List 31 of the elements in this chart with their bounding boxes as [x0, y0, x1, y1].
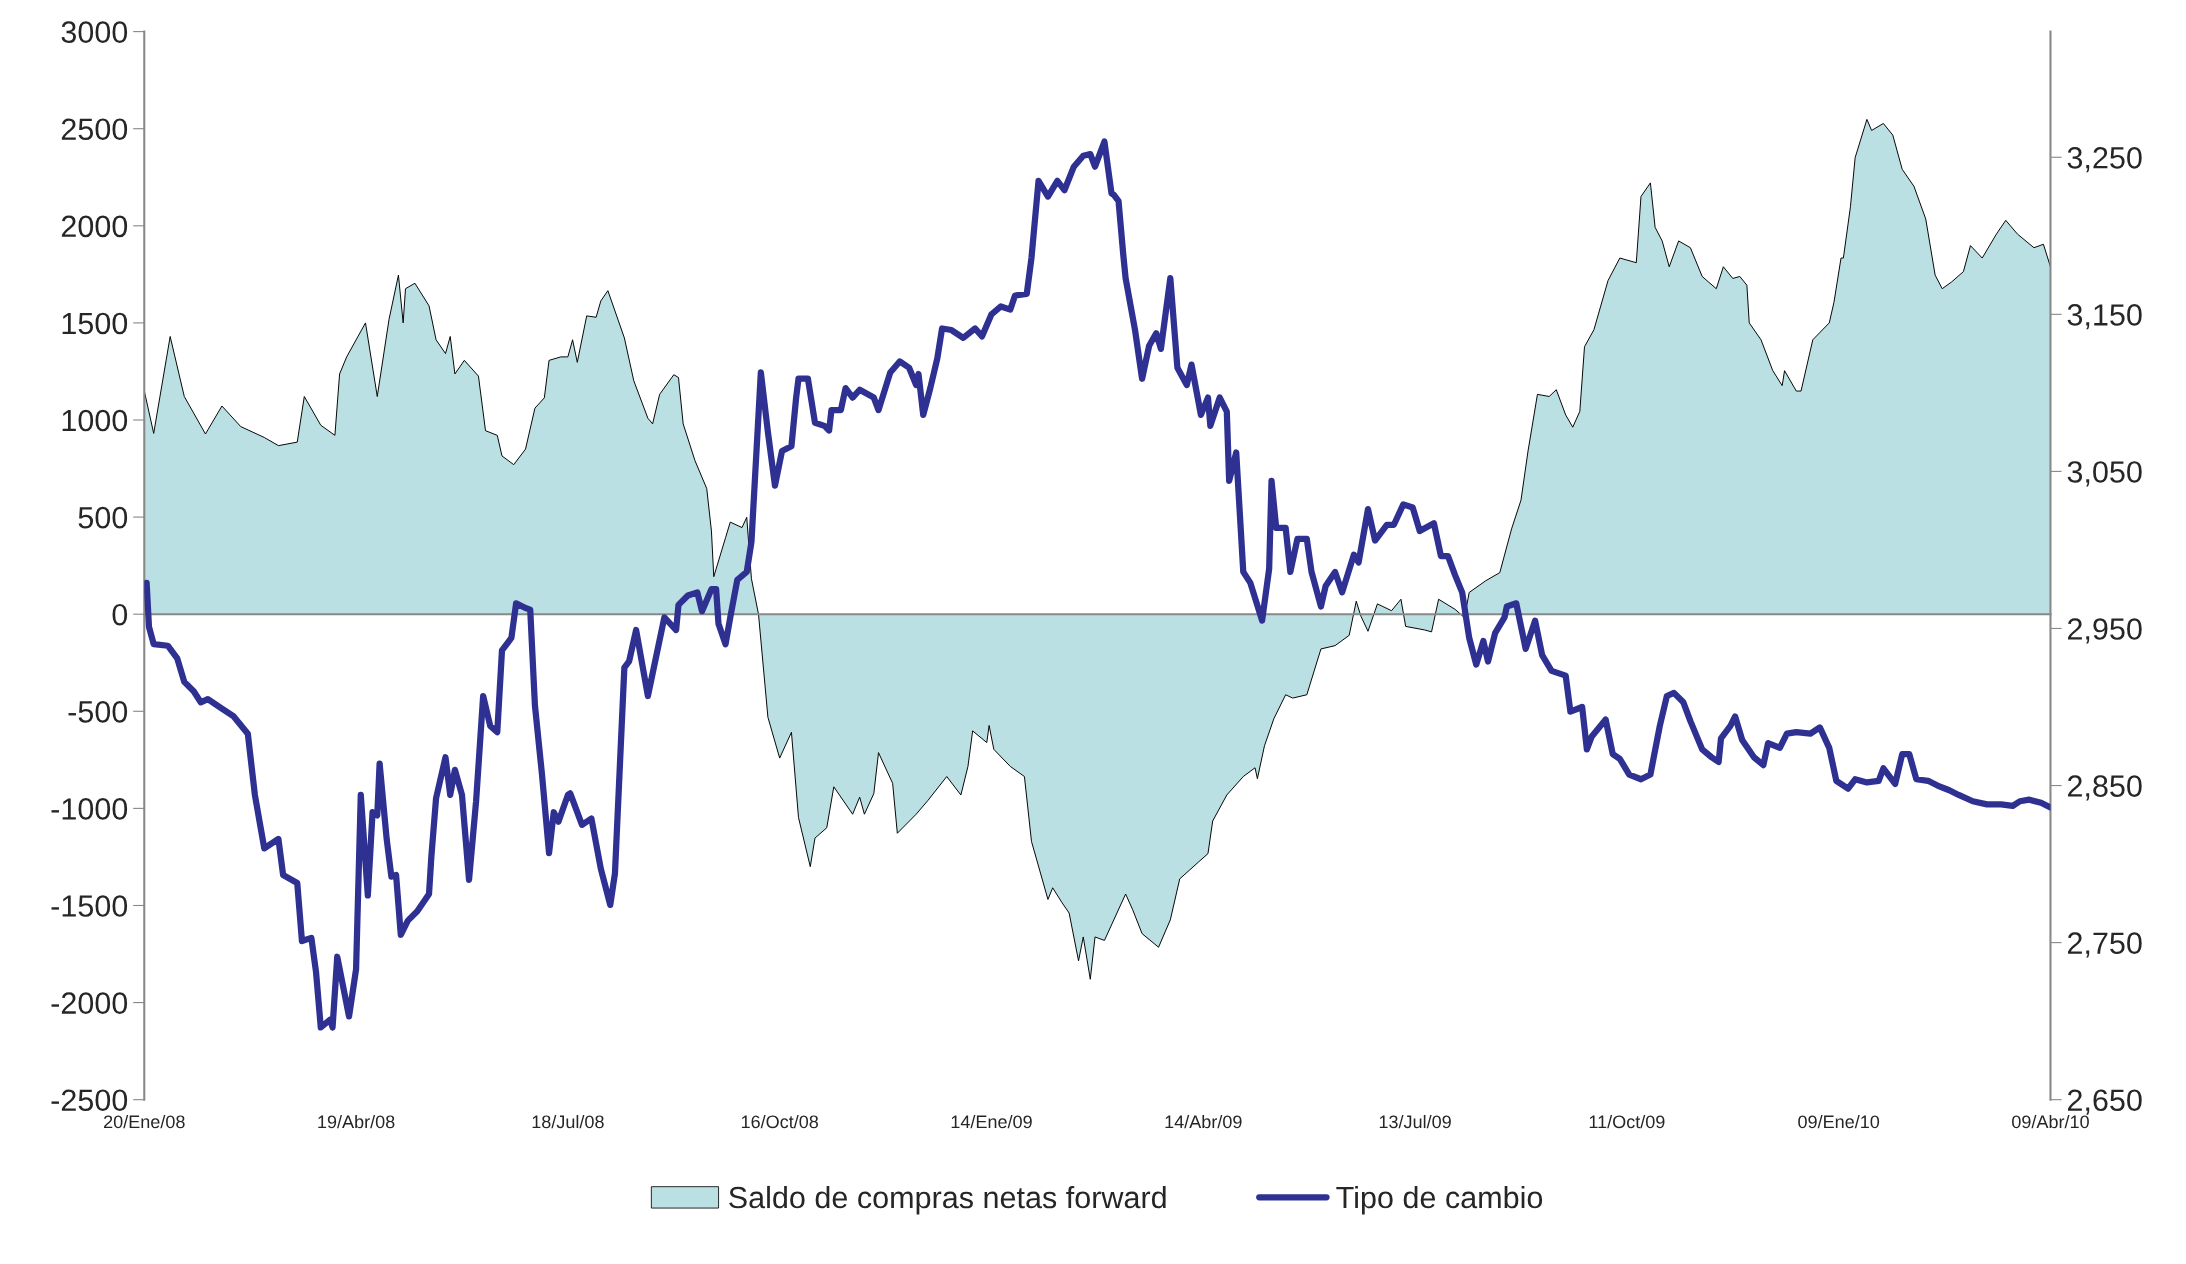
y-tick-label: 2500 — [61, 118, 128, 141]
x-tick-label: 18/Jul/08 — [532, 1114, 604, 1129]
y-tick-label: 0 — [112, 603, 128, 626]
legend-label: Saldo de compras netas forward — [729, 1185, 1166, 1215]
y-tick-label: -1000 — [51, 798, 128, 820]
y2-tick-label: 2,650 — [2067, 1089, 2142, 1115]
x-tick-label: 14/Ene/09 — [951, 1114, 1032, 1129]
y2-tick-label: 2,850 — [2067, 775, 2142, 801]
x-tick-label: 16/Oct/08 — [741, 1114, 819, 1129]
y-tick-label: -2000 — [51, 992, 128, 1014]
y-tick-label: 1500 — [62, 312, 128, 335]
legend-label: Tipo de cambio — [1336, 1185, 1543, 1215]
y-tick-label: 2000 — [61, 215, 128, 238]
y-tick-label: -500 — [68, 701, 128, 723]
x-tick-label: 09/Ene/10 — [1798, 1114, 1880, 1129]
x-tick-label: 19/Abr/08 — [318, 1114, 395, 1129]
y2-tick-label: 2,750 — [2067, 932, 2142, 958]
y-tick-label: -1500 — [51, 895, 128, 917]
y-tick-label: 1000 — [62, 409, 128, 432]
y2-tick-label: 3,250 — [2067, 146, 2142, 173]
y2-tick-label: 3,050 — [2067, 461, 2142, 487]
y-tick-label: 500 — [78, 506, 128, 529]
y2-tick-label: 3,150 — [2067, 304, 2142, 330]
x-tick-label: 13/Jul/09 — [1379, 1114, 1451, 1129]
y-tick-label: -2500 — [51, 1089, 128, 1112]
y2-tick-label: 2,950 — [2067, 618, 2142, 644]
y-tick-label: 3000 — [61, 21, 128, 43]
x-tick-label: 11/Oct/09 — [1589, 1114, 1665, 1129]
x-tick-label: 09/Abr/10 — [2012, 1114, 2089, 1129]
x-tick-label: 20/Ene/08 — [104, 1114, 185, 1129]
x-tick-label: 14/Abr/09 — [1165, 1114, 1242, 1129]
